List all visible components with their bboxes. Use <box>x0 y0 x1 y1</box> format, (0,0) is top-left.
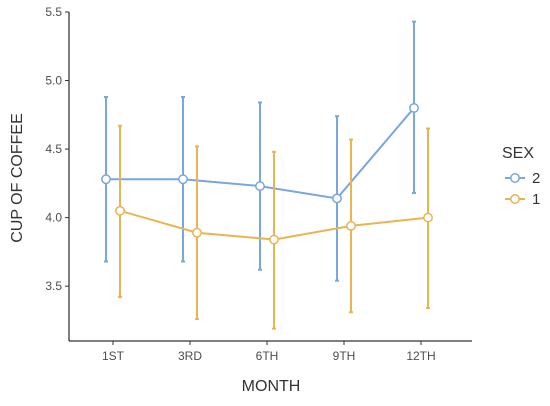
x-tick-label: 9TH <box>333 349 356 363</box>
series-layer <box>101 20 433 330</box>
series-2 <box>101 20 419 282</box>
legend-item-2: 2 <box>505 170 540 187</box>
legend-label: 2 <box>532 170 540 187</box>
y-axis-title: CUP OF COFFEE <box>9 113 26 243</box>
x-ticks: 1ST 3RD 6TH 9TH 12TH <box>102 341 436 363</box>
data-point <box>115 205 125 216</box>
data-point <box>178 174 188 185</box>
x-tick-label: 1ST <box>102 349 125 363</box>
y-tick-label: 3.5 <box>45 279 62 293</box>
x-tick-label: 6TH <box>256 349 279 363</box>
legend-title: SEX <box>502 145 534 162</box>
series-1 <box>115 124 433 330</box>
legend-key-point <box>510 173 520 183</box>
data-point <box>255 181 265 192</box>
y-tick-label: 4.5 <box>45 142 62 156</box>
data-point <box>101 174 111 185</box>
x-tick-label: 3RD <box>178 349 202 363</box>
data-point <box>269 234 279 245</box>
data-point <box>332 193 342 204</box>
data-point <box>192 227 202 238</box>
legend-label: 1 <box>532 191 540 208</box>
legend-key-point <box>510 194 520 204</box>
data-point <box>346 220 356 231</box>
y-tick-label: 5.0 <box>45 74 62 88</box>
data-point <box>423 212 433 223</box>
data-point <box>409 103 419 113</box>
axes <box>68 12 472 342</box>
x-axis-title: MONTH <box>242 378 301 395</box>
legend-items: 21 <box>505 170 540 208</box>
y-tick-label: 4.0 <box>45 211 62 225</box>
legend-item-1: 1 <box>505 191 540 208</box>
legend: SEX 21 <box>502 145 540 208</box>
y-ticks: 3.5 4.0 4.5 5.0 5.5 <box>45 5 69 293</box>
x-tick-label: 12TH <box>406 349 435 363</box>
y-tick-label: 5.5 <box>45 5 62 19</box>
